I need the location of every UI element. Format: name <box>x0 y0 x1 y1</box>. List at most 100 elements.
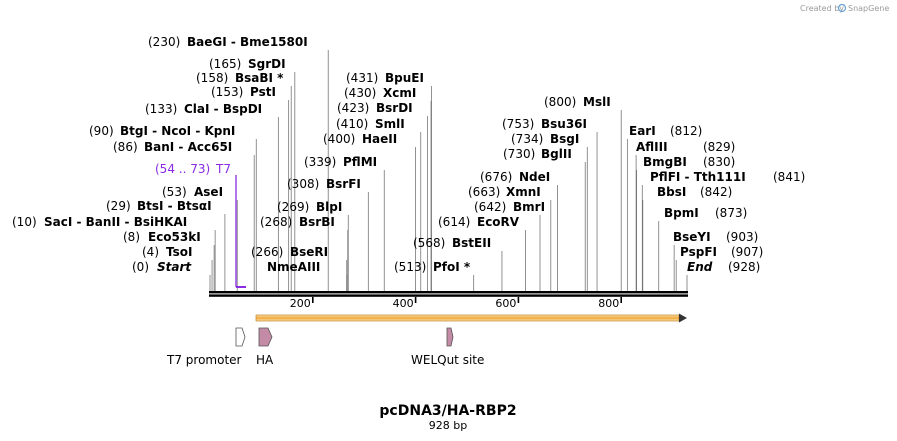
restriction-site[interactable]: (90) BtgI - NcoI - KpnI <box>89 124 257 291</box>
restriction-site[interactable]: (663) XmnI <box>468 185 552 291</box>
restriction-site[interactable]: (4) TsoI <box>142 245 213 291</box>
restriction-site[interactable]: (730) BglII <box>503 147 586 291</box>
restriction-site[interactable]: (568) BstEII <box>413 236 503 291</box>
site-enzyme-name: EcoRV <box>477 215 520 229</box>
site-enzyme-name: XcmI <box>383 86 416 100</box>
site-position: (829) <box>703 140 735 154</box>
restriction-site[interactable]: BseYI (903) <box>673 230 758 291</box>
ruler-tick-label: 400 <box>393 297 414 310</box>
site-position: (158) <box>196 71 228 85</box>
restriction-site[interactable]: BpmI (873) <box>658 206 748 291</box>
site-enzyme-name: PfoI * <box>433 260 471 274</box>
restriction-site[interactable]: (0) Start <box>132 260 211 291</box>
site-enzyme-name: PstI <box>250 85 276 99</box>
site-enzyme-name: HaeII <box>362 132 397 146</box>
restriction-site[interactable]: (753) Bsu36I <box>502 117 598 291</box>
restriction-site[interactable]: (266) BseRI <box>251 245 348 291</box>
feature-ha[interactable]: HA <box>256 327 274 367</box>
feature-welqut-site[interactable]: WELQut site <box>411 327 484 367</box>
site-position: (269) <box>277 200 309 214</box>
t7-promoter-marker <box>235 327 246 347</box>
site-position: (0) <box>132 260 149 274</box>
site-position: (8) <box>123 230 140 244</box>
restriction-site[interactable]: (410) SmlI <box>336 117 422 291</box>
site-enzyme-name: PflMI <box>343 155 377 169</box>
site-position: (928) <box>728 260 760 274</box>
site-enzyme-name: EarI <box>629 124 656 138</box>
site-enzyme-name: BanI - Acc65I <box>144 140 232 154</box>
site-position: (513) <box>394 260 426 274</box>
restriction-site[interactable]: (339) PflMI <box>304 155 385 291</box>
restriction-site[interactable]: (269) BlpI <box>277 200 349 291</box>
site-enzyme-name: AflIII <box>636 140 668 154</box>
restriction-site[interactable]: (153) PstI <box>211 85 290 291</box>
restriction-site[interactable]: AflIII (829) <box>635 140 735 291</box>
restriction-site[interactable]: (268) BsrBI <box>260 215 349 291</box>
restriction-site[interactable]: End (928) <box>686 260 760 291</box>
restriction-site[interactable]: (10) SacI - BanII - BsiHKAI <box>12 215 216 291</box>
restriction-site[interactable]: EarI (812) <box>626 124 702 291</box>
site-position: (903) <box>726 230 758 244</box>
primer-range: (54 .. 73) <box>155 162 210 176</box>
site-enzyme-name: BpuEI <box>385 71 424 85</box>
site-enzyme-name: BsaBI * <box>235 71 284 85</box>
restriction-site[interactable]: (513) PfoI * <box>394 260 475 291</box>
restriction-site[interactable]: NmeAIII <box>267 260 348 291</box>
site-position: (663) <box>468 185 500 199</box>
restriction-site[interactable]: BbsI (842) <box>642 185 732 291</box>
site-position: (734) <box>511 132 543 146</box>
site-position: (830) <box>703 155 735 169</box>
site-enzyme-name: BseRI <box>290 245 328 259</box>
restriction-site[interactable]: (133) ClaI - BspDI <box>145 102 279 291</box>
restriction-site[interactable]: (400) HaeII <box>323 132 417 291</box>
site-enzyme-name: BsrFI <box>326 177 361 191</box>
feature-label: T7 promoter <box>166 353 242 367</box>
site-position: (400) <box>323 132 355 146</box>
site-enzyme-name: NmeAIII <box>267 260 320 274</box>
credit-text: Created by <box>800 4 844 13</box>
restriction-site[interactable]: PspFI (907) <box>675 245 763 291</box>
restriction-site[interactable]: (308) BsrFI <box>287 177 369 291</box>
restriction-site[interactable]: (430) XcmI <box>344 86 432 291</box>
restriction-site[interactable]: (8) Eco53kI <box>123 230 215 291</box>
site-enzyme-name: MslI <box>583 95 611 109</box>
restriction-site[interactable]: (614) EcoRV <box>438 215 527 291</box>
ruler-tick-label: 200 <box>290 297 311 310</box>
site-enzyme-name: BtsI - BtsαI <box>137 199 212 213</box>
map-subtitle: 928 bp <box>429 419 467 432</box>
restriction-site[interactable]: (230) BaeGI - Bme1580I <box>148 35 329 291</box>
site-enzyme-name: SacI - BanII - BsiHKAI <box>44 215 187 229</box>
orf-arrow[interactable] <box>255 313 687 323</box>
site-position: (268) <box>260 215 292 229</box>
restriction-site[interactable]: (53) AseI <box>162 185 238 291</box>
site-enzyme-name: BtgI - NcoI - KpnI <box>120 124 235 138</box>
restriction-site[interactable]: (676) NdeI <box>480 170 558 291</box>
restriction-site[interactable]: (734) BsgI <box>511 132 588 291</box>
site-position: (10) <box>12 215 37 229</box>
dna-bottom-strand <box>209 294 688 297</box>
restriction-site[interactable]: (86) BanI - Acc65I <box>113 140 255 291</box>
restriction-site[interactable]: BmgBI (830) <box>636 155 736 291</box>
restriction-site[interactable]: (29) BtsI - BtsαI <box>106 199 226 291</box>
site-position: (90) <box>89 124 114 138</box>
restriction-site[interactable]: PflFI - Tth111I (841) <box>641 170 805 291</box>
primer-t7[interactable]: (54 .. 73) T7 <box>155 162 246 288</box>
site-position: (4) <box>142 245 159 259</box>
restriction-site[interactable]: (642) BmrI <box>474 200 545 291</box>
site-enzyme-name: BlpI <box>316 200 342 214</box>
restriction-site[interactable]: (800) MslI <box>544 95 622 291</box>
feature-t7-promoter[interactable]: T7 promoter <box>166 327 246 367</box>
restriction-site[interactable]: (165) SgrDI <box>209 57 296 291</box>
restriction-site[interactable]: (423) BsrDI <box>337 101 428 291</box>
restriction-site-group: (230) BaeGI - Bme1580I (165) SgrDI (158) BsaB… <box>12 35 805 291</box>
site-position: (339) <box>304 155 336 169</box>
site-position: (676) <box>480 170 512 184</box>
site-enzyme-name: Start <box>157 260 192 274</box>
restriction-site[interactable]: (158) BsaBI * <box>196 71 292 291</box>
restriction-site[interactable]: (431) BpuEI <box>346 71 432 291</box>
site-enzyme-name: BglII <box>541 147 572 161</box>
snapgene-logo-icon <box>837 3 847 13</box>
site-enzyme-name: BsrDI <box>376 101 413 115</box>
site-position: (133) <box>145 102 177 116</box>
